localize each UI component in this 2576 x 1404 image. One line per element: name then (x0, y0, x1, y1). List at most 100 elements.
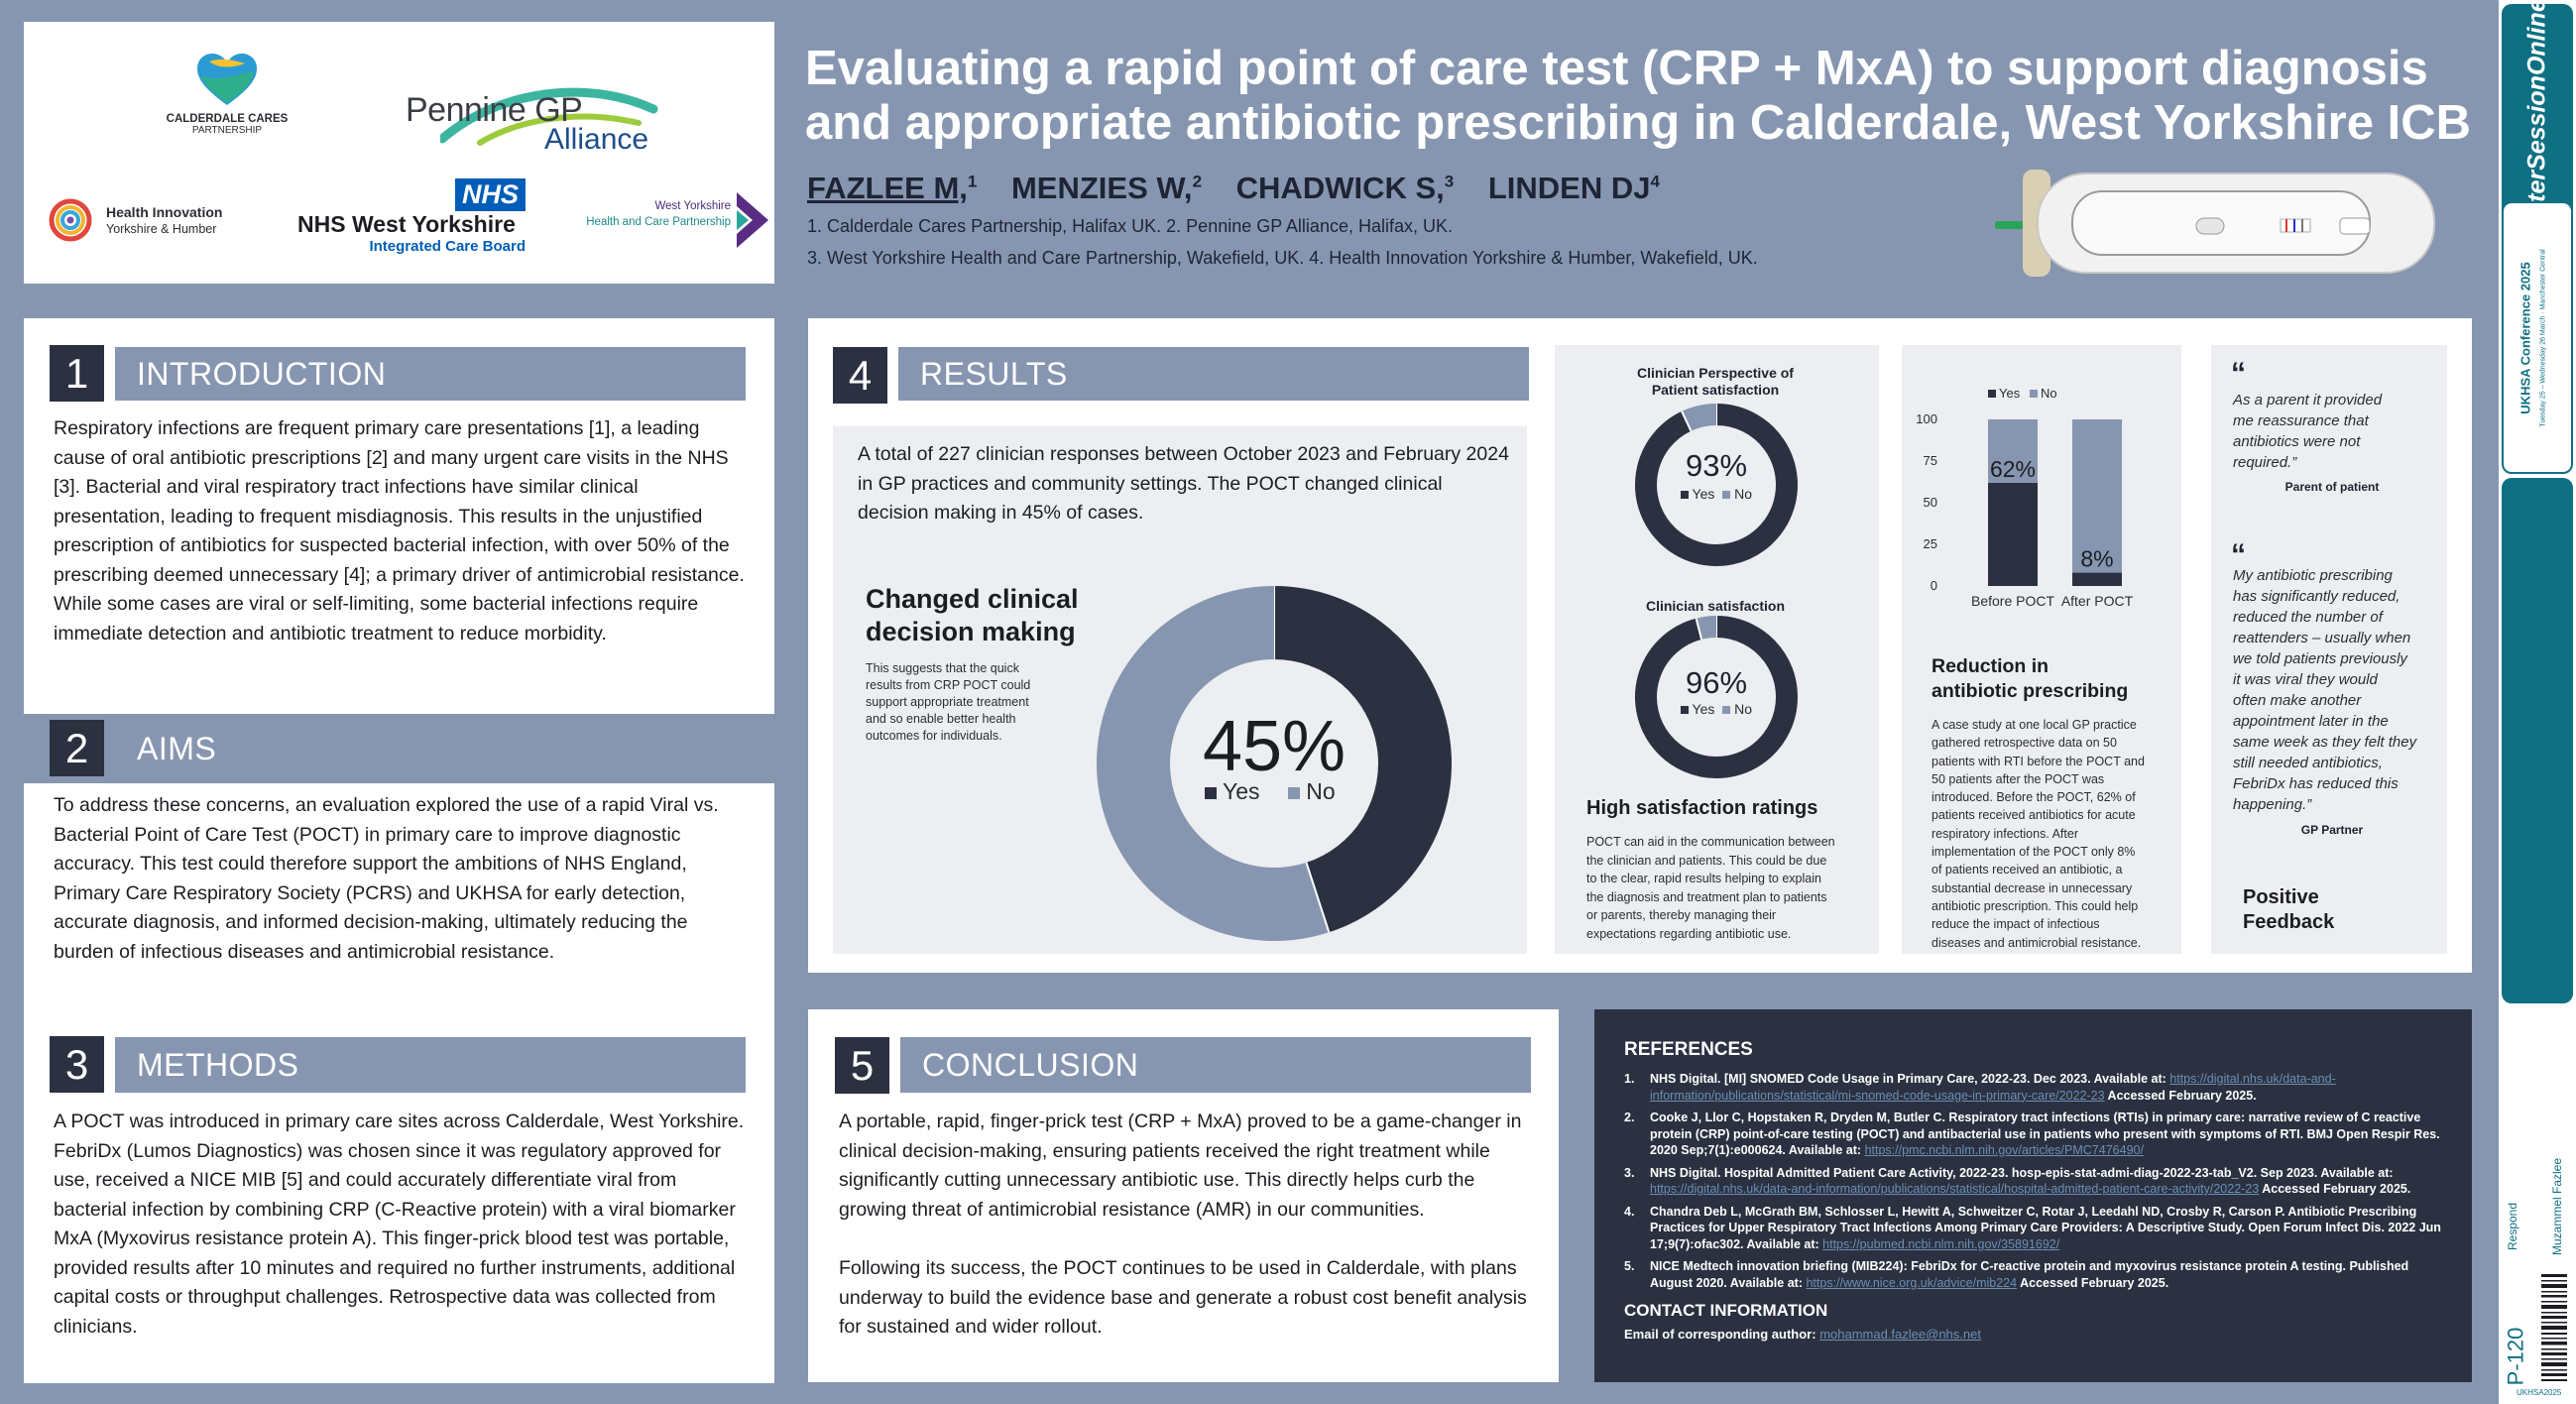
bar-yes-before-poct (1988, 482, 2038, 586)
clinician-satisfaction-title: Clinician satisfaction (1645, 598, 1786, 614)
sidebar-conference-tab[interactable]: UKHSA Conference 2025 Tuesday 25 – Wedne… (2502, 201, 2573, 474)
clinician-satisfaction-donut-chart (1635, 616, 1798, 778)
title-line-2: and appropriate antibiotic prescribing i… (805, 96, 2471, 150)
section-title-aims: AIMS (115, 721, 746, 776)
affiliations-line-1: 1. Calderdale Cares Partnership, Halifax… (807, 216, 1453, 236)
y-tick-label: 0 (1931, 578, 1937, 593)
donut-slice-no (1682, 404, 1717, 431)
reference-item: 2. Cooke J, Llor C, Hopstaken R, Dryden M… (1624, 1111, 2440, 1157)
health-innovation-logo: Health Innovation Yorkshire & Humber (49, 190, 257, 250)
section-number-3: 3 (50, 1036, 104, 1093)
donut-slice-no (1097, 586, 1330, 941)
legend-label-yes: Yes (1999, 386, 2021, 401)
logo-panel: CALDERDALE CARES PARTNERSHIP Pennine GP … (24, 22, 774, 284)
reduction-panel (1902, 345, 2181, 954)
donut-93-legend: Yes No (1667, 486, 1766, 502)
health-innovation-line1: Health Innovation (106, 204, 223, 220)
reference-item: 1. NHS Digital. [MI] SNOMED Code Usage in… (1624, 1072, 2336, 1103)
chevron-logo-icon (737, 192, 768, 248)
changed-decision-text: This suggests that the quick results fro… (866, 661, 1031, 743)
author-2: MENZIES W, (1010, 171, 1193, 205)
rainbow-logo-icon (49, 198, 92, 242)
patient-satisfaction-title: Clinician Perspective of Patient satisfa… (1637, 365, 1794, 398)
calderdale-logo-line2: PARTNERSHIP (191, 125, 263, 136)
nhs-logo-line1: NHS West Yorkshire (297, 211, 516, 237)
section-title-results: RESULTS (898, 347, 1529, 401)
quote-parent-attribution: Parent of patient (2284, 480, 2380, 494)
quote-gp-attribution: GP Partner (2300, 823, 2364, 837)
reference-link[interactable]: https://digital.nhs.uk/data-and-informat… (1650, 1072, 2336, 1103)
donut-slice-separator (1681, 410, 1693, 432)
y-tick-label: 100 (1916, 411, 1937, 426)
open-quote-2: “ (2231, 538, 2246, 571)
wyhcp-logo: West Yorkshire Health and Care Partnersh… (549, 185, 772, 255)
respond-label[interactable]: Respond (2506, 1202, 2520, 1251)
satisfaction-text: POCT can aid in the communication betwee… (1586, 835, 1835, 941)
open-quote-1: “ (2231, 357, 2246, 390)
reference-link[interactable]: https://pmc.ncbi.nlm.nih.gov/articles/PM… (1864, 1143, 2144, 1157)
y-tick-label: 75 (1924, 453, 1937, 468)
reference-link[interactable]: https://digital.nhs.uk/data-and-informat… (1650, 1182, 2260, 1196)
donut-slice-yes (1635, 404, 1798, 566)
donut-96-center-label: 96% (1685, 665, 1748, 700)
reduction-heading: Reduction in antibiotic prescribing (1932, 655, 2129, 702)
bar-no-before-poct (1988, 419, 2038, 483)
author-name-vertical: Muzammel Fazlee (2550, 1157, 2565, 1256)
conference-label: UKHSA Conference 2025 (2517, 261, 2533, 414)
calderdale-cares-logo: CALDERDALE CARES PARTNERSHIP (143, 52, 311, 171)
reference-item: 3. NHS Digital. Hospital Admitted Patient… (1624, 1165, 2411, 1197)
satisfaction-panel (1555, 345, 1879, 954)
references-panel: REFERENCES 1. NHS Digital. [MI] SNOMED Co… (1594, 1009, 2472, 1382)
authors: FAZLEE M,1 MENZIES W,2 CHADWICK S,3 LIND… (807, 171, 1660, 205)
y-tick-label: 50 (1924, 495, 1937, 510)
author-4: LINDEN DJ (1487, 171, 1651, 205)
heart-logo-icon (197, 54, 257, 105)
contact-email-link[interactable]: mohammad.fazlee@nhs.net (1819, 1327, 1981, 1342)
nhs-badge: NHS (454, 178, 526, 211)
reference-link[interactable]: https://pubmed.ncbi.nlm.nih.gov/35891692… (1822, 1236, 2060, 1251)
donut-slice-separator (1305, 862, 1331, 933)
pennine-gp-alliance-logo: Pennine GP Alliance (381, 61, 678, 161)
legend-yes-swatch (1205, 787, 1217, 799)
section-title-introduction: INTRODUCTION (115, 347, 746, 401)
nhs-west-yorkshire-logo: NHS NHS West Yorkshire Integrated Care B… (292, 178, 529, 268)
methods-text: A POCT was introduced in primary care si… (54, 1111, 745, 1338)
wyhcp-logo-line2: Health and Care Partnership (586, 216, 731, 228)
bar-data-label: 62% (1990, 456, 2036, 482)
left-column-panel (24, 318, 774, 1383)
quote-parent: As a parent it provided me reassurance t… (2233, 392, 2383, 471)
antibiotic-prescribing-bar-chart: 0 25 50 75 100 Yes No 62% Before POCT 8% After POC… (1916, 386, 2133, 609)
introduction-text: Respiratory infections are frequent prim… (54, 417, 745, 644)
bar-no-after-poct (2072, 419, 2122, 573)
patient-satisfaction-donut-chart (1635, 404, 1798, 566)
nhs-logo-line2: Integrated Care Board (369, 238, 526, 255)
legend-no-swatch (1287, 787, 1300, 799)
section-number-5: 5 (835, 1037, 889, 1094)
sidebar-info-tab[interactable] (2502, 478, 2573, 1003)
title-line-1: Evaluating a rapid point of care test (C… (805, 42, 2428, 95)
donut-45-center-label: 45% (1202, 707, 1347, 786)
donut-slice-separator (1695, 618, 1703, 641)
satisfaction-heading: High satisfaction ratings (1586, 797, 1818, 819)
health-innovation-line2: Yorkshire & Humber (106, 222, 217, 236)
conference-dates: Tuesday 25 – Wednesday 26 March · Manche… (2539, 248, 2547, 427)
reference-item: 5. NICE Medtech innovation briefing (MIB2… (1624, 1259, 2409, 1290)
contact-heading: CONTACT INFORMATION (1624, 1301, 1828, 1320)
donut-45-legend: Yes No (1205, 778, 1348, 805)
positive-feedback-heading: Positive Feedback (2243, 886, 2335, 933)
author-3: CHADWICK S, (1235, 171, 1445, 205)
quote-gp: My antibiotic prescribing has significan… (2233, 567, 2417, 813)
reduction-text: A case study at one local GP practice ga… (1932, 718, 2145, 950)
poster-title: Evaluating a rapid point of care test (C… (805, 42, 2491, 151)
section-number-4: 4 (833, 347, 887, 404)
wyhcp-logo-line1: West Yorkshire (654, 200, 732, 212)
reference-link[interactable]: https://www.nice.org.uk/advice/mib224 (1806, 1275, 2018, 1290)
bar-yes-after-poct (2072, 572, 2122, 586)
conclusion-text: A portable, rapid, finger-prick test (CR… (839, 1111, 1527, 1338)
reference-item: 4. Chandra Deb L, McGrath BM, Schlosser L… (1624, 1204, 2441, 1251)
contact-label: Email of corresponding author: (1624, 1327, 1820, 1342)
legend-yes-label: Yes (1222, 778, 1260, 804)
section-number-1: 1 (50, 345, 104, 402)
legend-label-no: No (2041, 386, 2057, 401)
changed-decision-donut-chart (1097, 586, 1452, 941)
